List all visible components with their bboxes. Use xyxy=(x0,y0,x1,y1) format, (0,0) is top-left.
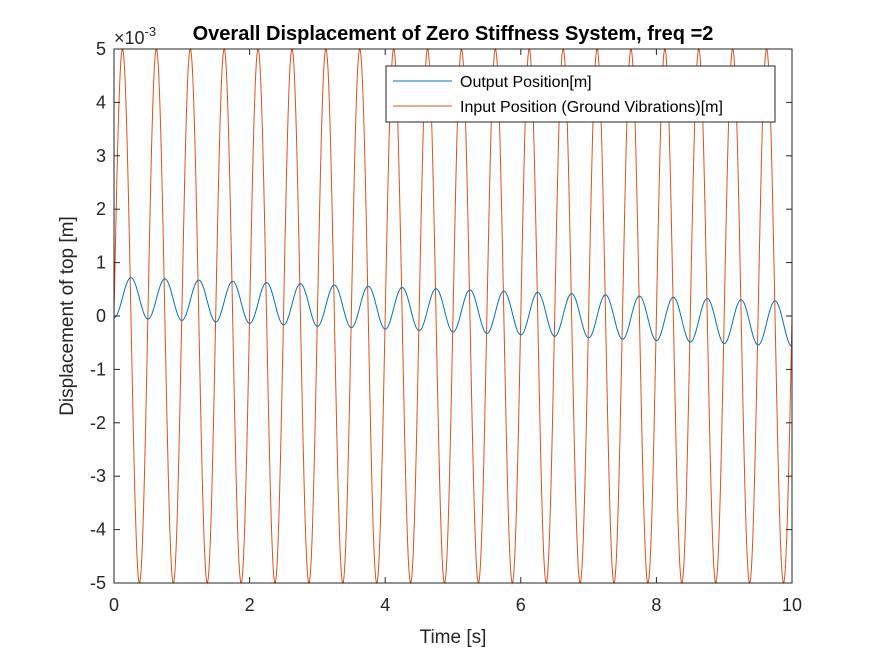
y-tick-label: -1 xyxy=(90,359,106,379)
series-line-input xyxy=(113,47,793,585)
y-tick-label: -4 xyxy=(90,520,106,540)
x-tick-label: 0 xyxy=(109,595,119,615)
x-tick-label: 8 xyxy=(651,595,661,615)
x-tick-label: 10 xyxy=(782,595,802,615)
y-tick-label: 2 xyxy=(96,199,106,219)
legend-label-input: Input Position (Ground Vibrations)[m] xyxy=(460,99,723,116)
y-exponent-base: ×10 xyxy=(114,28,145,48)
series-line-output xyxy=(113,277,793,347)
y-tick-label: 0 xyxy=(96,306,106,326)
y-tick-label: -5 xyxy=(90,573,106,593)
series-layer xyxy=(113,47,793,585)
x-axis-title: Time [s] xyxy=(420,627,487,648)
y-axis-title: Displacement of top [m] xyxy=(57,216,78,416)
y-tick-label: 1 xyxy=(96,253,106,273)
y-tick-label: 5 xyxy=(96,39,106,59)
y-tick-label: -3 xyxy=(90,466,106,486)
y-exponent-label: ×10-3 xyxy=(114,24,156,48)
legend-box xyxy=(385,65,776,123)
y-ticks: -5 -4 -3 -2 -1 0 1 2 3 4 5 xyxy=(90,39,792,593)
legend: Output Position[m] Input Position (Groun… xyxy=(385,65,776,123)
chart-title: Overall Displacement of Zero Stiffness S… xyxy=(193,23,714,45)
y-tick-label: 3 xyxy=(96,146,106,166)
legend-label-output: Output Position[m] xyxy=(460,74,592,91)
y-tick-label: 4 xyxy=(96,92,106,112)
x-tick-label: 6 xyxy=(516,595,526,615)
x-ticks: 0 2 4 6 8 10 xyxy=(109,49,802,615)
x-tick-label: 4 xyxy=(380,595,390,615)
y-exponent-power: -3 xyxy=(145,24,157,39)
y-tick-label: -2 xyxy=(90,413,106,433)
x-tick-label: 2 xyxy=(245,595,255,615)
